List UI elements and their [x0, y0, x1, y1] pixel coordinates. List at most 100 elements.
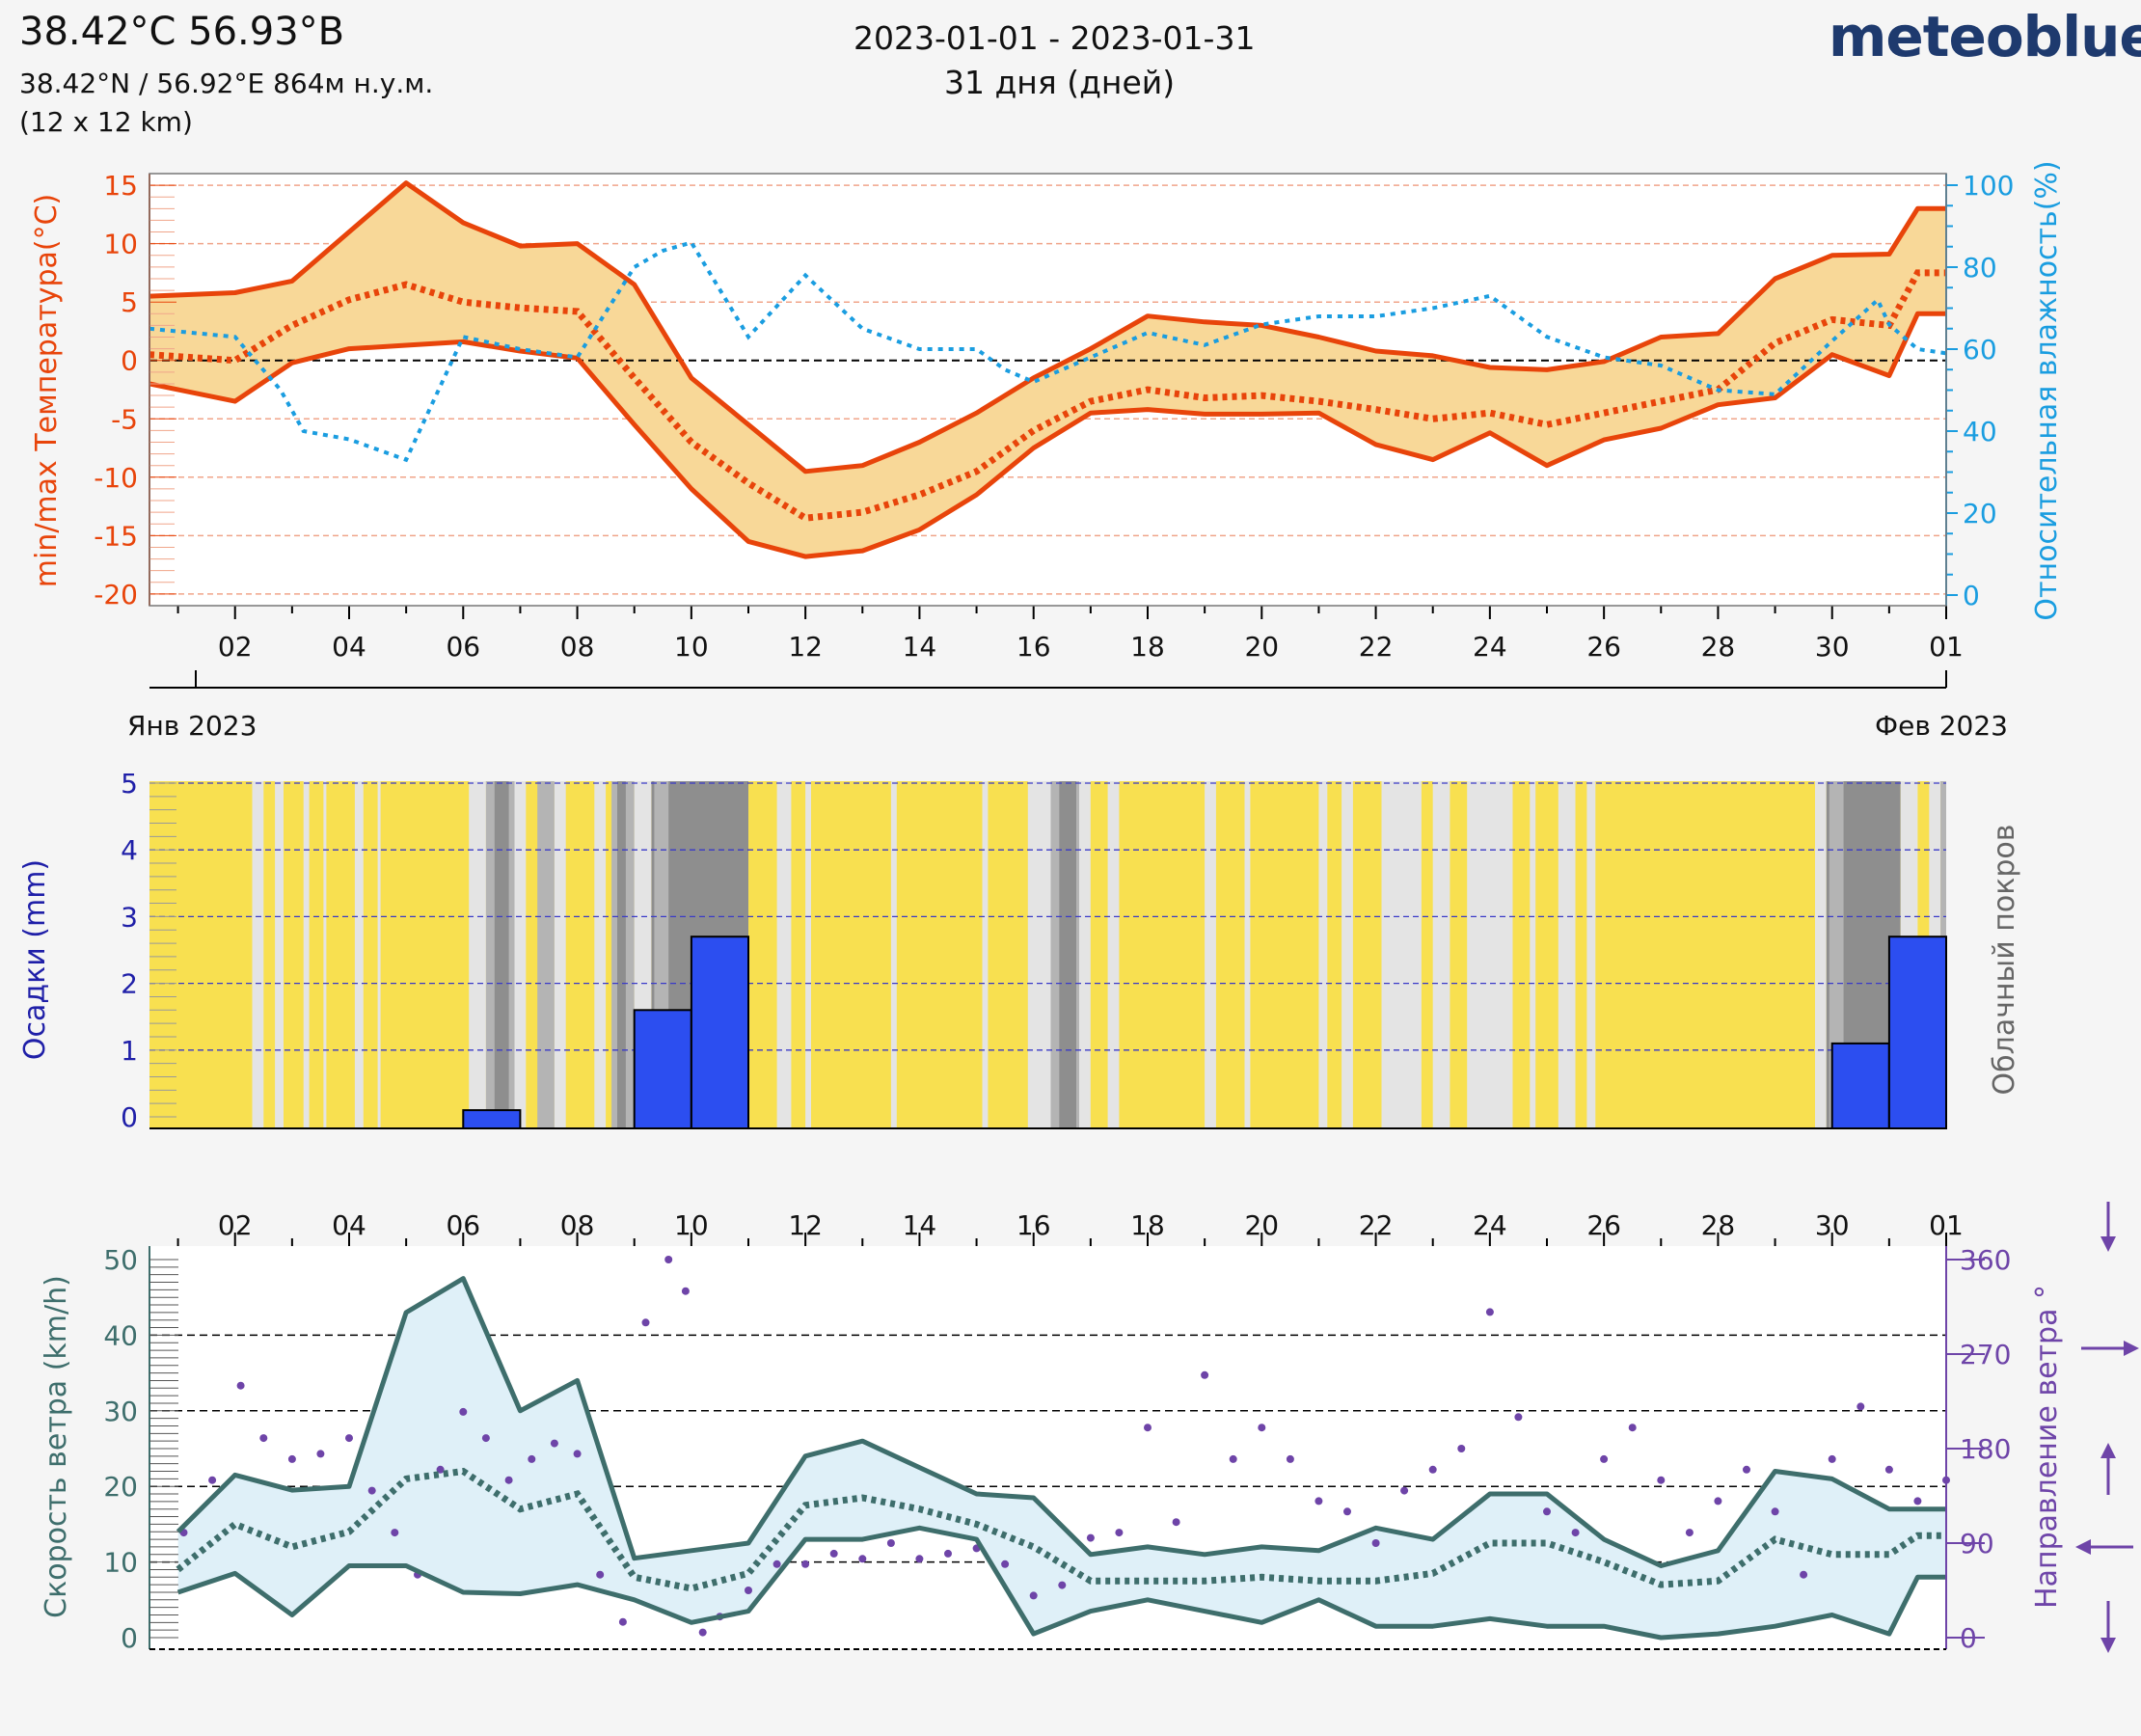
cloud-stripe — [1467, 781, 1513, 1128]
wind-direction-point — [1286, 1454, 1294, 1463]
humidity-tick-label: 20 — [1963, 498, 1997, 529]
wind-direction-point — [1400, 1486, 1409, 1495]
x-tick-label: 26 — [1586, 1209, 1621, 1241]
cloud-stripe — [1586, 781, 1596, 1128]
wind-direction-point — [259, 1434, 268, 1443]
cloud-stripe — [1815, 781, 1827, 1128]
precip-bar — [1887, 936, 1948, 1130]
wind-direction-point — [1029, 1591, 1038, 1600]
cloud-stripe — [805, 781, 811, 1128]
wind-tick-label: 40 — [103, 1319, 138, 1351]
wind-mean-line — [176, 1467, 1946, 1592]
wind-direction-point — [829, 1549, 838, 1558]
temp-mean-line — [149, 269, 1946, 522]
arrow-up-icon — [2100, 1443, 2116, 1495]
x-tick-label: 14 — [903, 631, 937, 663]
wind-direction-point — [1657, 1476, 1666, 1484]
precip-tick-label: 3 — [121, 901, 138, 933]
wind-direction-point — [1343, 1507, 1351, 1516]
wind-min-line — [176, 1525, 1946, 1641]
wind-direction-point — [698, 1628, 707, 1637]
cloud-stripe — [1318, 781, 1328, 1128]
x-tick-label: 10 — [674, 1209, 709, 1241]
wind-direction-point — [1258, 1424, 1266, 1432]
cloud-stripe — [617, 781, 626, 1128]
cloud-stripe — [494, 781, 509, 1128]
precip-tick-label: 1 — [121, 1035, 138, 1067]
wind-dir-tick-label: 0 — [1960, 1622, 1977, 1654]
wind-direction-point — [1428, 1465, 1437, 1474]
cloud-stripe — [1027, 781, 1051, 1128]
wind-direction-point — [550, 1439, 558, 1448]
wind-direction-point — [208, 1476, 217, 1484]
wind-direction-point — [1001, 1560, 1010, 1568]
humidity-tick-label: 80 — [1963, 252, 1997, 284]
cloud-stripe — [252, 781, 264, 1128]
temp-tick-label: -5 — [111, 403, 138, 435]
wind-direction-point — [1884, 1465, 1893, 1474]
precip-axis-title: Осадки (mm) — [18, 859, 52, 1060]
x-tick-label: 20 — [1244, 631, 1279, 663]
wind-direction-point — [745, 1587, 752, 1594]
temp-axis-title: min/max Температура(°C) — [30, 194, 64, 588]
humidity-axis-title: Относительная влажность(%) — [2030, 160, 2064, 620]
precip-tick-label: 5 — [121, 768, 138, 800]
wind-direction-point — [391, 1529, 399, 1537]
grid-resolution: (12 x 12 km) — [19, 106, 193, 138]
wind-direction-point — [801, 1560, 810, 1568]
cloud-stripe — [303, 781, 310, 1128]
precip-bar — [690, 936, 750, 1130]
wind-direction-point — [528, 1454, 536, 1463]
wind-direction-point — [1115, 1529, 1124, 1537]
wind-direction-point — [287, 1454, 296, 1463]
wind-direction-point — [1201, 1370, 1209, 1379]
wind-dir-arrows — [2075, 1202, 2139, 1653]
wind-max-line — [176, 1276, 1946, 1568]
days-count: 31 дня (дней) — [944, 64, 1176, 101]
location-title: 38.42°C 56.93°В — [19, 10, 345, 54]
temp-range-band — [149, 182, 1946, 557]
wind-direction-point — [681, 1287, 690, 1295]
arrow-down-icon — [2100, 1601, 2116, 1653]
cloud-stripe — [1558, 781, 1576, 1128]
precip-gridlines — [149, 782, 1946, 1051]
precip-bar — [1830, 1042, 1890, 1130]
wind-direction-point — [316, 1450, 325, 1458]
wind-tick-label: 10 — [103, 1547, 138, 1579]
x-tick-label: 08 — [560, 1209, 595, 1241]
x-tick-label: 24 — [1473, 1209, 1507, 1241]
wind-direction-point — [1371, 1539, 1380, 1547]
wind-direction-point — [436, 1465, 445, 1474]
x-tick-label: 24 — [1473, 631, 1507, 663]
cloud-stripe — [1530, 781, 1536, 1128]
wind-direction-point — [1685, 1529, 1694, 1537]
wind-direction-point — [1913, 1497, 1922, 1505]
cloud-stripe — [776, 781, 792, 1128]
humidity-line — [149, 240, 1947, 463]
date-range: 2023-01-01 - 2023-01-31 — [854, 19, 1256, 57]
x-tick-label: 04 — [332, 1209, 366, 1241]
temp-min-line — [149, 311, 1946, 559]
arrow-left-icon — [2075, 1539, 2133, 1555]
wind-direction-point — [481, 1434, 490, 1443]
cloud-stripe — [1432, 781, 1450, 1128]
wind-direction-point — [664, 1256, 673, 1263]
wind-direction-point — [1628, 1424, 1637, 1432]
wind-direction-point — [1457, 1445, 1466, 1452]
cloud-stripe — [1342, 781, 1353, 1128]
x-tick-label: 22 — [1359, 631, 1394, 663]
wind-tick-label: 20 — [103, 1471, 138, 1503]
wind-direction-point — [1771, 1507, 1779, 1516]
wind-direction-point — [1800, 1570, 1808, 1579]
temp-tick-label: 0 — [121, 345, 138, 377]
temp-tick-label: -20 — [94, 579, 138, 610]
x-tick-label: 12 — [788, 631, 823, 663]
wind-direction-point — [1714, 1497, 1722, 1505]
precip-bar — [462, 1109, 522, 1129]
temp-tick-label: 15 — [103, 170, 138, 202]
wind-dir-tick-label: 180 — [1960, 1433, 2011, 1465]
humidity-tick-label: 60 — [1963, 334, 1997, 366]
temp-tick-label: 10 — [103, 229, 138, 260]
x-tick-label: 20 — [1244, 1209, 1279, 1241]
cloud-stripe — [554, 781, 566, 1128]
